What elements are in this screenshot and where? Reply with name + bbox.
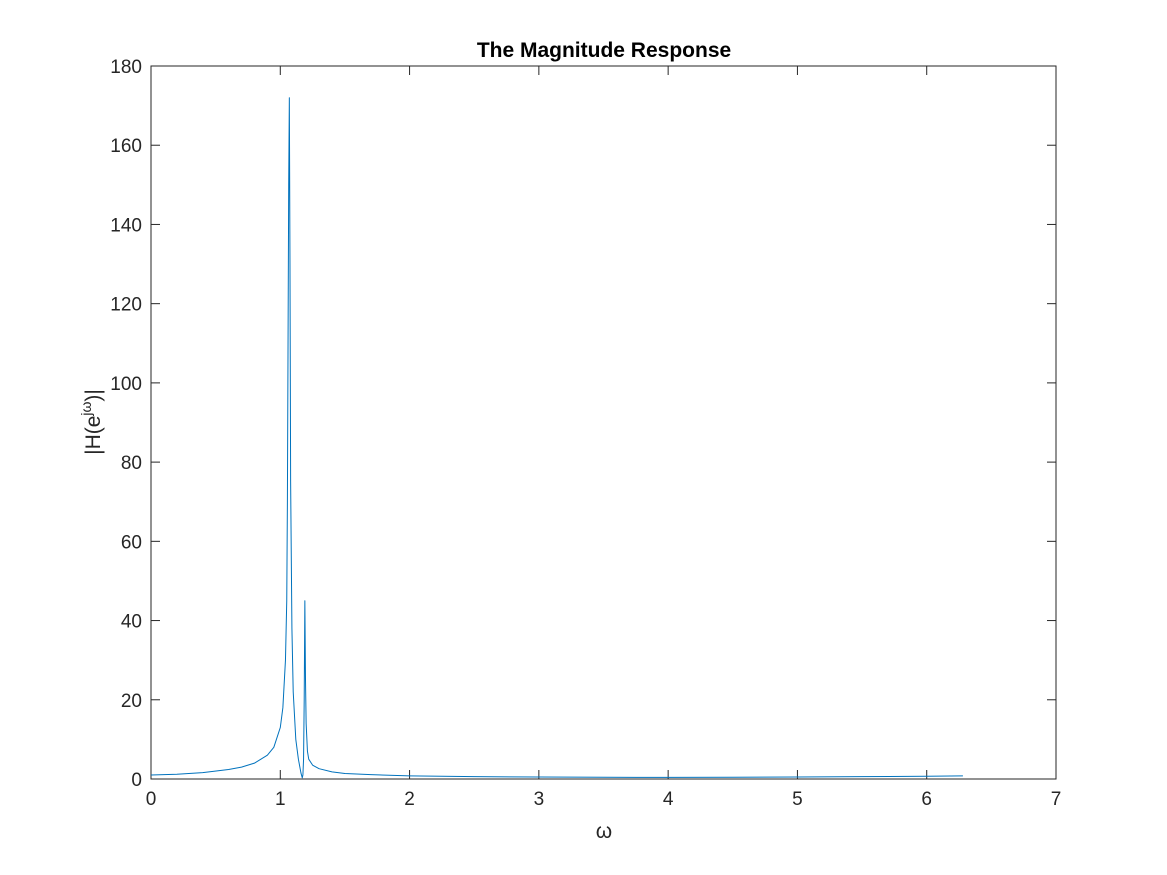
plot-frame [150, 65, 1057, 780]
magnitude-response-line [150, 97, 963, 779]
y-tick-label: 160 [110, 136, 142, 157]
y-axis-label: |H(ejω)| [78, 389, 105, 455]
x-axis-label: ω [596, 820, 612, 843]
x-tick-label: 2 [404, 789, 415, 810]
x-tick-label: 6 [921, 789, 932, 810]
x-tick-label: 1 [275, 789, 286, 810]
y-axis-label-suffix: )| [82, 389, 105, 401]
y-tick-label: 80 [121, 453, 142, 474]
y-tick-label: 60 [121, 532, 142, 553]
y-axis-label-superscript: jω [78, 401, 94, 416]
y-tick-label: 20 [121, 691, 142, 712]
y-tick-label: 120 [110, 295, 142, 316]
y-tick-label: 100 [110, 374, 142, 395]
x-tick-label: 7 [1051, 789, 1062, 810]
y-axis-label-prefix: |H(e [82, 416, 105, 455]
x-tick-label: 3 [534, 789, 545, 810]
y-tick-label: 0 [131, 770, 142, 791]
x-tick-label: 5 [792, 789, 803, 810]
x-tick-label: 4 [663, 789, 674, 810]
y-tick-label: 140 [110, 215, 142, 236]
y-tick-label: 40 [121, 612, 142, 633]
plot-area: 0 1 2 3 4 5 6 7 0 20 40 60 80 100 120 140 160 180 [110, 57, 1061, 810]
chart-title: The Magnitude Response [477, 39, 731, 62]
y-tick-label: 180 [110, 57, 142, 78]
x-tick-label: 0 [146, 789, 157, 810]
